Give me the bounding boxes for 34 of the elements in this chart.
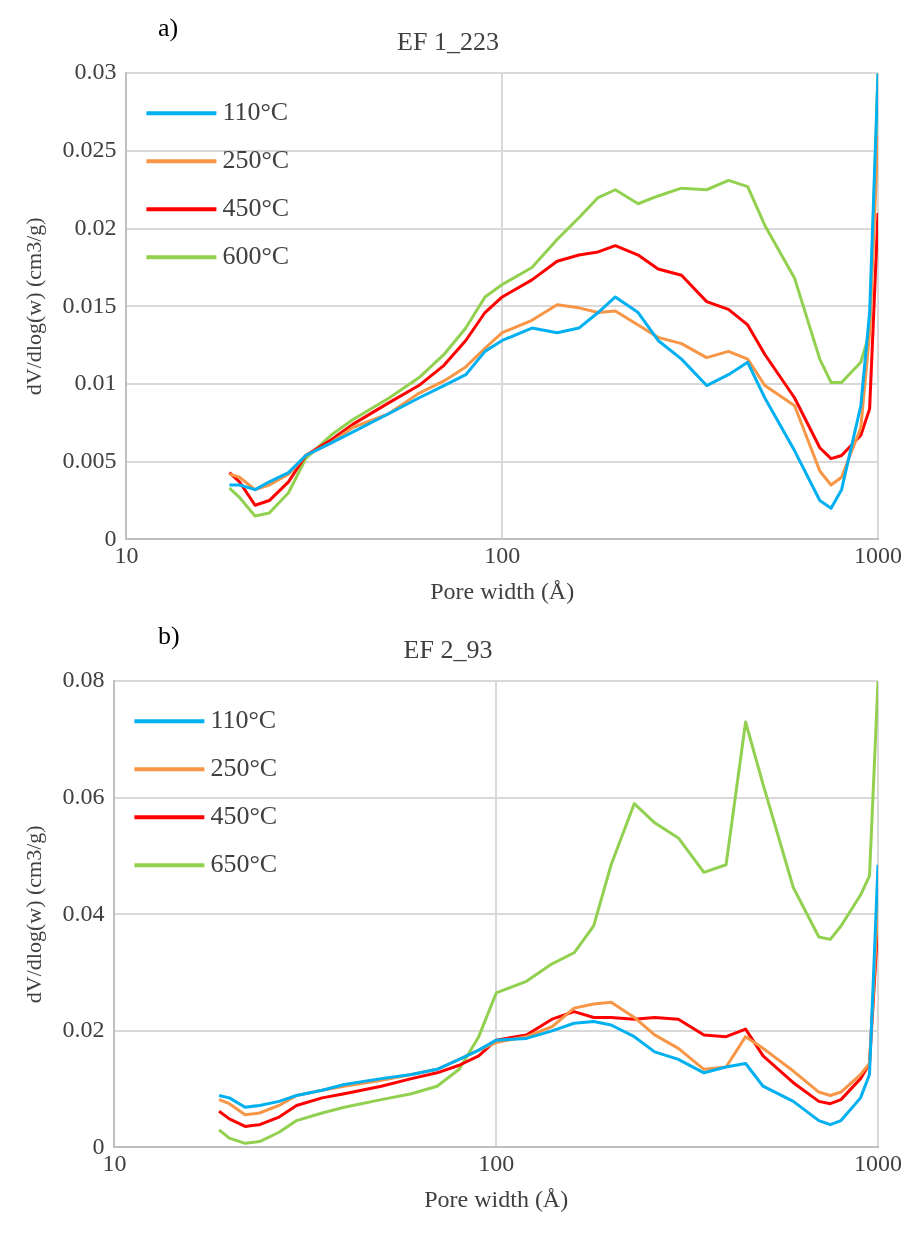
text: a) — [158, 12, 179, 42]
y-tick-label: 0.02 — [74, 213, 117, 240]
x-axis-title: Pore width (Å) — [424, 1185, 569, 1212]
y-tick-label: 0.01 — [74, 369, 117, 396]
y-tick-label: 0.08 — [62, 666, 105, 693]
y-axis-title: dV/dlog(w) (cm3/g) — [20, 825, 46, 1004]
x-tick-label: 1000 — [854, 542, 902, 569]
y-tick-label: 0.06 — [62, 783, 105, 810]
text: b) — [158, 620, 180, 650]
y-tick-label: 0 — [92, 1132, 105, 1159]
y-tick-label: 0.015 — [62, 291, 117, 318]
y-tick-label: 0.005 — [62, 447, 117, 473]
legend-label: 110°C — [222, 97, 289, 127]
legend-label: 600°C — [222, 241, 290, 271]
legend-label: 450°C — [210, 801, 278, 831]
y-axis-title: dV/dlog(w) (cm3/g) — [20, 217, 46, 396]
x-tick-label: 1000 — [854, 1150, 902, 1177]
y-tick-label: 0.03 — [74, 58, 117, 85]
y-tick-label: 0.04 — [62, 899, 105, 926]
legend-label: 250°C — [210, 753, 278, 783]
chart-title: EF 2_93 — [403, 635, 493, 665]
x-tick-label: 10 — [102, 1150, 127, 1177]
x-tick-label: 100 — [478, 1150, 515, 1177]
legend-label: 250°C — [222, 145, 290, 175]
x-axis-title: Pore width (Å) — [430, 577, 575, 604]
chart-title: EF 1_223 — [397, 27, 499, 57]
legend-label: 110°C — [210, 705, 277, 735]
x-tick-label: 10 — [114, 542, 139, 569]
y-tick-label: 0.02 — [62, 1016, 105, 1043]
x-tick-label: 100 — [484, 542, 521, 569]
legend-label: 450°C — [222, 193, 290, 223]
y-tick-label: 0 — [104, 524, 117, 551]
y-tick-label: 0.025 — [62, 136, 117, 163]
legend-label: 650°C — [210, 849, 278, 879]
